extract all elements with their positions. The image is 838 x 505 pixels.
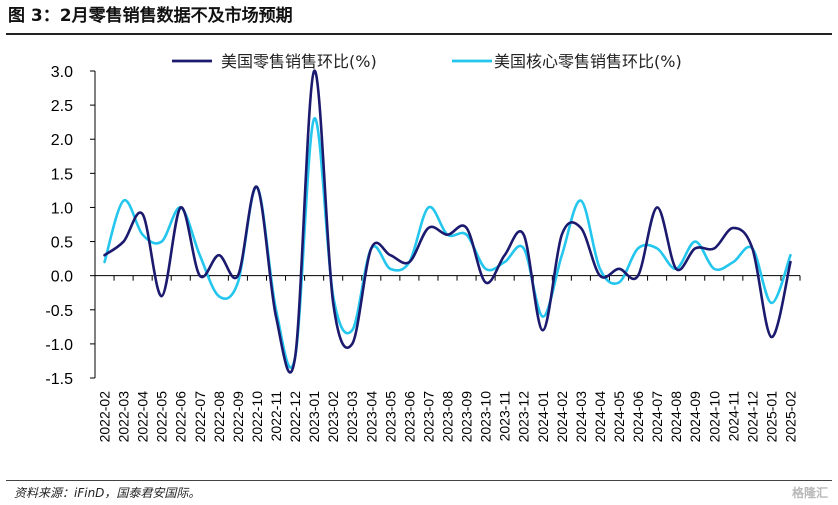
x-tick-label: 2025-02 (782, 391, 798, 443)
legend-label-1: 美国零售销售环比(%) (221, 52, 377, 71)
x-tick-label: 2024-03 (573, 391, 589, 443)
x-tick-label: 2024-06 (630, 391, 646, 443)
source-note: 资料来源：iFinD，国泰君安国际。 (14, 486, 201, 500)
x-tick-label: 2023-03 (344, 391, 360, 443)
x-tick-label: 2024-12 (744, 391, 760, 443)
series-line-2 (103, 117, 792, 369)
x-tick-label: 2023-10 (478, 391, 494, 443)
legend: 美国零售销售环比(%) 美国核心零售销售环比(%) (172, 52, 682, 71)
y-tick-label: 1.5 (51, 166, 73, 183)
x-tick-label: 2022-04 (135, 391, 151, 443)
x-tick-label: 2023-09 (459, 391, 475, 443)
x-tick-label: 2022-07 (192, 391, 208, 443)
footer-divider (6, 480, 832, 481)
x-tick-label: 2024-10 (706, 391, 722, 443)
series-layer (103, 69, 792, 374)
x-tick-label: 2024-08 (668, 391, 684, 443)
x-tick-label: 2023-11 (497, 391, 513, 442)
y-tick-label: 2.5 (51, 98, 73, 115)
legend-label-2: 美国核心零售销售环比(%) (494, 52, 682, 71)
x-tick-label: 2024-02 (554, 391, 570, 443)
x-tick-label: 2024-09 (687, 391, 703, 443)
x-tick-label: 2023-12 (516, 391, 532, 443)
x-tick-label: 2022-06 (173, 391, 189, 443)
x-tick-label: 2023-02 (325, 391, 341, 443)
x-tick-label: 2023-04 (363, 391, 379, 443)
y-tick-label: 2.0 (51, 132, 73, 149)
x-tick-label: 2024-11 (725, 391, 741, 442)
y-tick-label: 0.5 (51, 235, 73, 252)
x-tick-label: 2024-05 (611, 391, 627, 443)
x-tick-label: 2024-01 (535, 391, 551, 443)
title-divider (6, 33, 832, 35)
x-tick-label: 2022-08 (211, 391, 227, 443)
x-tick-label: 2025-01 (763, 391, 779, 443)
x-tick-label: 2022-02 (97, 391, 113, 443)
x-tick-label: 2022-11 (268, 391, 284, 442)
chart-title: 图 3：2月零售销售数据不及市场预期 (8, 6, 293, 26)
x-tick-label: 2022-03 (116, 391, 132, 443)
x-tick-label: 2024-07 (649, 391, 665, 443)
y-tick-label: -1.0 (45, 337, 73, 354)
x-tick-label: 2023-05 (382, 391, 398, 443)
x-tick-label: 2022-09 (230, 391, 246, 443)
x-tick-label: 2024-04 (592, 391, 608, 443)
y-tick-label: 1.0 (51, 200, 73, 217)
x-tick-label: 2023-06 (401, 391, 417, 443)
y-tick-label: 0.0 (51, 269, 73, 286)
y-tick-label: 3.0 (51, 64, 73, 81)
watermark-logo: 格隆汇 (791, 486, 828, 500)
y-tick-label: -0.5 (45, 303, 73, 320)
series-line-1 (103, 69, 792, 374)
line-chart: 3.0 2.5 2.0 1.5 1.0 0.5 0.0 -0.5 -1.0 -1.5 2022-0… (45, 52, 801, 443)
x-tick-label: 2023-01 (306, 391, 322, 443)
x-tick-label: 2023-07 (420, 391, 436, 443)
y-tick-label: -1.5 (45, 371, 73, 388)
x-axis: 2022-02 2022-03 2022-04 2022-05 2022-06 2022-… (94, 275, 801, 443)
x-tick-label: 2023-08 (440, 391, 456, 443)
x-tick-label: 2022-10 (249, 391, 265, 443)
y-axis: 3.0 2.5 2.0 1.5 1.0 0.5 0.0 -0.5 -1.0 -1.5 (45, 64, 96, 388)
x-tick-label: 2022-12 (287, 391, 303, 443)
x-tick-label: 2022-05 (154, 391, 170, 443)
